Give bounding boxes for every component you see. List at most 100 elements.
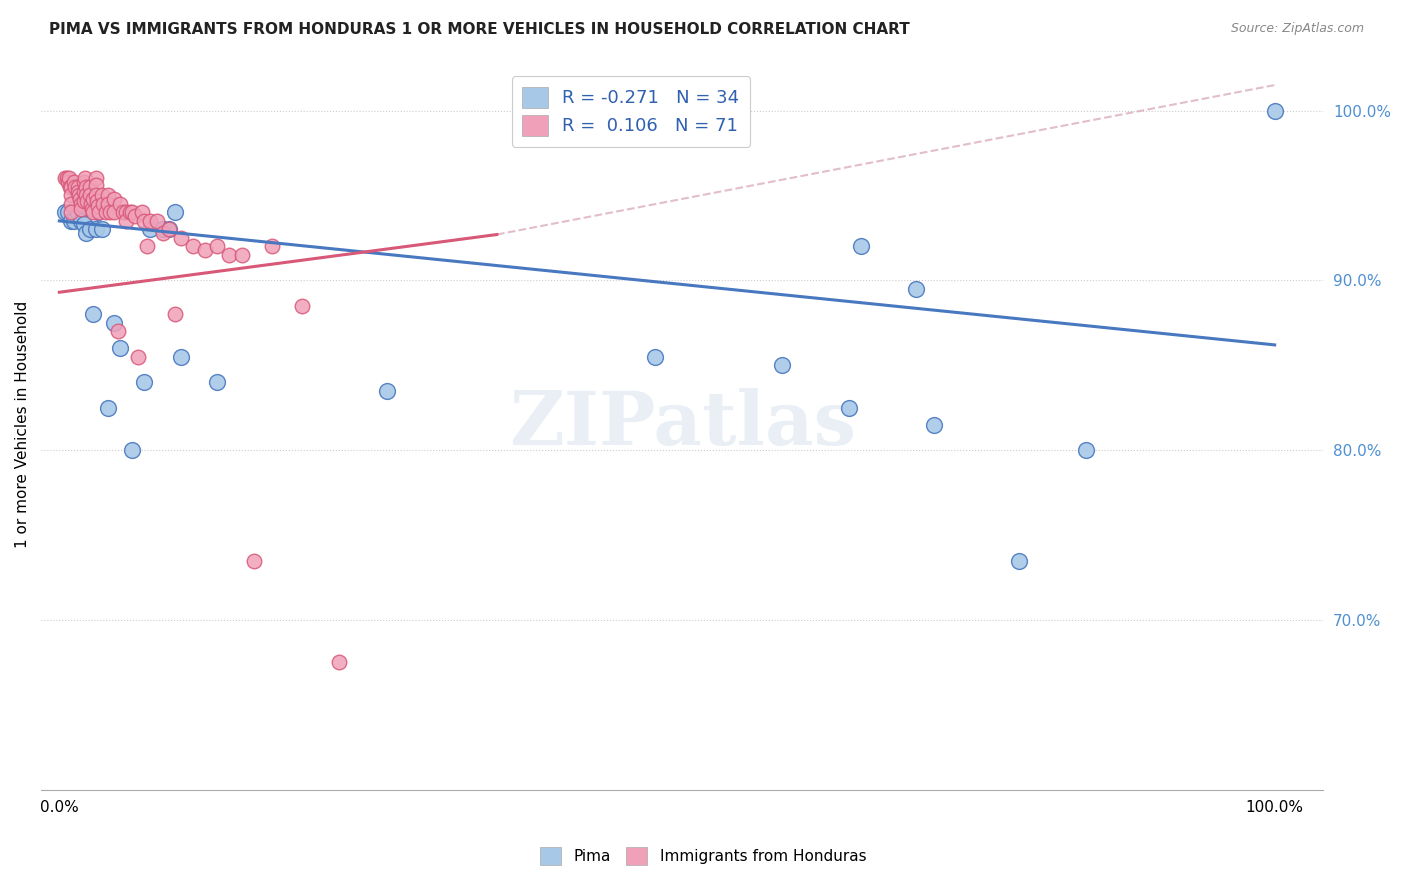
Point — [170, 350, 193, 364]
Point — [145, 214, 167, 228]
Point — [91, 197, 114, 211]
Point — [67, 188, 90, 202]
Point — [79, 180, 101, 194]
Point — [115, 205, 138, 219]
Point — [170, 231, 193, 245]
Point — [66, 185, 89, 199]
Point — [56, 175, 79, 189]
Point — [121, 443, 143, 458]
Point — [1008, 553, 1031, 567]
Point — [291, 299, 314, 313]
Point — [82, 307, 104, 321]
Point — [76, 194, 98, 208]
Legend: Pima, Immigrants from Honduras: Pima, Immigrants from Honduras — [534, 841, 872, 871]
Point — [55, 205, 77, 219]
Point — [73, 171, 96, 186]
Point — [103, 205, 125, 219]
Point — [72, 175, 94, 189]
Point — [90, 188, 112, 202]
Point — [107, 324, 129, 338]
Point — [60, 188, 83, 202]
Point — [127, 350, 149, 364]
Point — [80, 197, 103, 211]
Point — [207, 376, 229, 390]
Point — [70, 214, 93, 228]
Point — [86, 194, 108, 208]
Point — [103, 316, 125, 330]
Point — [1076, 443, 1098, 458]
Point — [100, 205, 122, 219]
Point — [134, 214, 156, 228]
Point — [772, 359, 794, 373]
Point — [377, 384, 399, 398]
Point — [181, 239, 204, 253]
Point — [207, 239, 229, 253]
Point — [56, 205, 79, 219]
Point — [231, 248, 253, 262]
Point — [134, 376, 156, 390]
Text: ZIPatlas: ZIPatlas — [509, 388, 856, 461]
Point — [1264, 103, 1286, 118]
Point — [97, 188, 120, 202]
Point — [63, 175, 86, 189]
Point — [84, 171, 107, 186]
Point — [94, 205, 117, 219]
Point — [69, 192, 91, 206]
Point — [97, 197, 120, 211]
Point — [82, 202, 104, 216]
Point — [118, 205, 141, 219]
Point — [157, 222, 180, 236]
Point — [79, 222, 101, 236]
Point — [124, 209, 146, 223]
Point — [75, 188, 97, 202]
Y-axis label: 1 or more Vehicles in Household: 1 or more Vehicles in Household — [15, 301, 30, 549]
Point — [194, 243, 217, 257]
Point — [152, 222, 174, 236]
Point — [108, 197, 131, 211]
Point — [152, 226, 174, 240]
Text: Source: ZipAtlas.com: Source: ZipAtlas.com — [1230, 22, 1364, 36]
Point — [60, 197, 83, 211]
Point — [87, 199, 110, 213]
Point — [838, 401, 860, 415]
Point — [55, 171, 77, 186]
Point — [84, 222, 107, 236]
Point — [163, 307, 186, 321]
Point — [157, 222, 180, 236]
Text: PIMA VS IMMIGRANTS FROM HONDURAS 1 OR MORE VEHICLES IN HOUSEHOLD CORRELATION CHA: PIMA VS IMMIGRANTS FROM HONDURAS 1 OR MO… — [49, 22, 910, 37]
Point — [135, 239, 157, 253]
Point — [60, 180, 83, 194]
Point — [82, 205, 104, 219]
Point — [111, 205, 134, 219]
Point — [63, 180, 86, 194]
Point — [70, 197, 93, 211]
Point — [58, 171, 80, 186]
Point — [103, 192, 125, 206]
Point — [82, 192, 104, 206]
Point — [60, 214, 83, 228]
Point — [75, 226, 97, 240]
Point — [87, 205, 110, 219]
Legend: R = -0.271   N = 34, R =  0.106   N = 71: R = -0.271 N = 34, R = 0.106 N = 71 — [512, 76, 751, 146]
Point — [260, 239, 283, 253]
Point — [75, 180, 97, 194]
Point — [644, 350, 666, 364]
Point — [163, 205, 186, 219]
Point — [89, 205, 111, 219]
Point — [97, 401, 120, 415]
Point — [115, 214, 138, 228]
Point — [59, 180, 82, 194]
Point — [66, 205, 89, 219]
Point — [79, 188, 101, 202]
Point — [72, 185, 94, 199]
Point — [131, 205, 153, 219]
Point — [84, 178, 107, 193]
Point — [905, 282, 928, 296]
Point — [851, 239, 873, 253]
Point — [84, 188, 107, 202]
Point — [72, 194, 94, 208]
Point — [218, 248, 240, 262]
Point — [328, 656, 350, 670]
Point — [72, 217, 94, 231]
Point — [924, 417, 946, 432]
